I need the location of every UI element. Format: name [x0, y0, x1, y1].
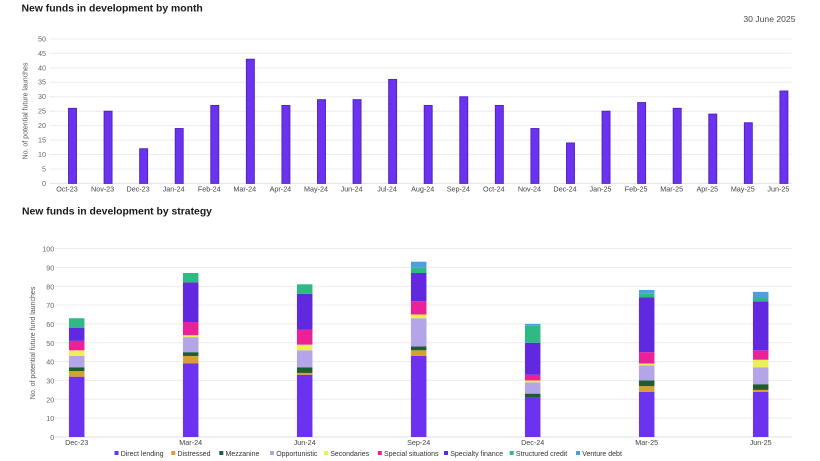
- svg-text:Distressed: Distressed: [178, 451, 211, 458]
- svg-text:May-25: May-25: [731, 185, 755, 194]
- svg-text:40: 40: [46, 358, 54, 367]
- svg-text:Secondaries: Secondaries: [330, 451, 369, 458]
- svg-text:Mar-24: Mar-24: [179, 438, 202, 447]
- svg-text:Nov-24: Nov-24: [518, 185, 541, 194]
- svg-text:60: 60: [46, 320, 54, 329]
- svg-text:Oct-23: Oct-23: [56, 185, 78, 194]
- svg-text:Jan-24: Jan-24: [163, 185, 185, 194]
- svg-text:20: 20: [38, 121, 46, 130]
- svg-text:50: 50: [38, 34, 46, 43]
- svg-text:No. of potential future launch: No. of potential future launches: [23, 62, 30, 159]
- svg-text:Mar-24: Mar-24: [233, 185, 256, 194]
- svg-text:Dec-23: Dec-23: [65, 438, 88, 447]
- svg-text:Venture debt: Venture debt: [582, 451, 622, 458]
- svg-text:70: 70: [46, 301, 54, 310]
- svg-text:Sep-24: Sep-24: [447, 185, 470, 194]
- svg-text:Special situations: Special situations: [384, 451, 439, 458]
- svg-text:30: 30: [46, 377, 54, 386]
- svg-text:Jun-25: Jun-25: [750, 438, 772, 447]
- svg-text:New funds in development by st: New funds in development by strategy: [22, 207, 212, 218]
- svg-text:50: 50: [46, 339, 54, 348]
- svg-text:Mezzanine: Mezzanine: [226, 451, 260, 458]
- svg-text:Nov-23: Nov-23: [91, 185, 114, 194]
- svg-text:Feb-24: Feb-24: [198, 185, 221, 194]
- svg-text:Sep-24: Sep-24: [407, 438, 430, 447]
- svg-text:45: 45: [38, 49, 46, 58]
- svg-text:35: 35: [38, 78, 46, 87]
- svg-text:30 June 2025: 30 June 2025: [743, 14, 795, 24]
- svg-text:Opportunistic: Opportunistic: [276, 451, 318, 458]
- svg-text:15: 15: [38, 136, 46, 145]
- svg-text:40: 40: [38, 63, 46, 72]
- svg-text:Oct-24: Oct-24: [483, 185, 505, 194]
- svg-text:25: 25: [38, 107, 46, 116]
- svg-text:Mar-25: Mar-25: [660, 185, 683, 194]
- svg-text:0: 0: [50, 433, 54, 442]
- svg-text:Jun-25: Jun-25: [767, 185, 789, 194]
- svg-text:Apr-25: Apr-25: [697, 185, 719, 194]
- svg-text:10: 10: [38, 150, 46, 159]
- svg-text:Jul-24: Jul-24: [377, 185, 397, 194]
- svg-text:New funds in development by mo: New funds in development by month: [22, 3, 203, 14]
- svg-text:Specialty finance: Specialty finance: [450, 451, 503, 458]
- svg-text:90: 90: [46, 264, 54, 273]
- svg-text:Apr-24: Apr-24: [270, 185, 292, 194]
- svg-text:Jun-24: Jun-24: [341, 185, 363, 194]
- svg-text:Structured credit: Structured credit: [516, 451, 567, 458]
- svg-text:10: 10: [46, 414, 54, 423]
- svg-text:Dec-24: Dec-24: [553, 185, 576, 194]
- svg-text:No. of potential future fund l: No. of potential future fund launches: [30, 286, 37, 399]
- svg-text:30: 30: [38, 92, 46, 101]
- svg-text:Jan-25: Jan-25: [590, 185, 612, 194]
- svg-text:Dec-23: Dec-23: [127, 185, 150, 194]
- svg-text:20: 20: [46, 395, 54, 404]
- svg-text:5: 5: [42, 164, 46, 173]
- svg-text:100: 100: [42, 245, 54, 254]
- svg-text:Dec-24: Dec-24: [521, 438, 544, 447]
- svg-text:May-24: May-24: [304, 185, 328, 194]
- svg-text:0: 0: [42, 179, 46, 188]
- svg-text:80: 80: [46, 282, 54, 291]
- svg-text:Mar-25: Mar-25: [635, 438, 658, 447]
- svg-text:Jun-24: Jun-24: [294, 438, 316, 447]
- svg-text:Direct lending: Direct lending: [121, 451, 164, 458]
- svg-text:Feb-25: Feb-25: [625, 185, 648, 194]
- svg-text:Aug-24: Aug-24: [411, 185, 434, 194]
